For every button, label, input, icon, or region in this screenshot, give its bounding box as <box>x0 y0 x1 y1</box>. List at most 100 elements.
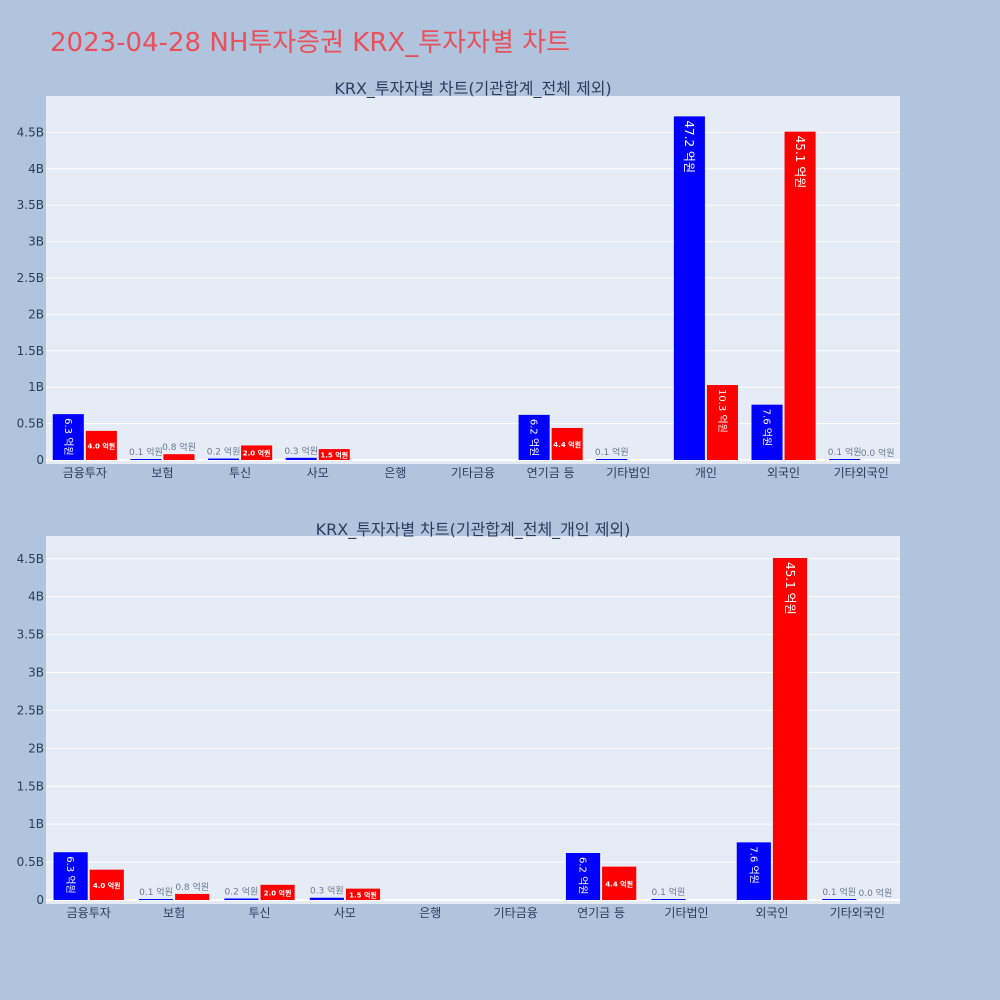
data-label: 0.8 억원 <box>175 881 209 893</box>
data-label: 6.3 억원 <box>62 418 74 455</box>
bar <box>345 888 381 900</box>
x-tick-label: 기타금융 <box>494 906 538 920</box>
page-title: 2023-04-28 NH투자증권 KRX_투자자별 차트 <box>50 28 571 58</box>
x-tick-label: 기타금융 <box>451 466 495 480</box>
x-tick-label: 기타법인 <box>606 466 650 480</box>
bar <box>241 445 273 460</box>
data-label: 47.2 억원 <box>682 120 696 173</box>
bar <box>784 131 816 460</box>
y-tick-label: 4B <box>28 590 44 604</box>
data-label: 0.1 억원 <box>652 886 686 898</box>
data-label: 0.3 억원 <box>310 885 344 897</box>
bar <box>706 385 738 460</box>
data-label: 45.1 억원 <box>783 562 797 615</box>
data-label: 2.0 억원 <box>264 888 292 897</box>
x-tick-label: 투신 <box>248 906 270 920</box>
bar <box>224 898 259 900</box>
y-tick-label: 4.5B <box>17 552 44 566</box>
x-tick-label: 외국인 <box>755 906 788 920</box>
x-tick-label: 은행 <box>419 905 441 920</box>
y-tick-label: 3B <box>28 666 44 680</box>
data-label: 0.8 억원 <box>162 441 196 453</box>
bar <box>596 459 628 460</box>
bar <box>772 557 808 900</box>
data-label: 1.5 억원 <box>320 451 348 460</box>
bar <box>565 852 601 900</box>
bar <box>89 869 124 900</box>
data-label: 0.1 억원 <box>822 886 856 898</box>
data-label: 0.2 억원 <box>207 446 241 458</box>
x-tick-label: 사모 <box>334 906 356 920</box>
data-label: 2.0 억원 <box>243 449 271 458</box>
x-tick-label: 외국인 <box>767 466 800 480</box>
y-tick-label: 2.5B <box>17 271 44 285</box>
y-tick-label: 3.5B <box>17 628 44 642</box>
x-tick-label: 기타법인 <box>664 906 708 920</box>
x-tick-label: 기타외국인 <box>830 906 885 920</box>
x-tick-label: 은행 <box>384 465 406 480</box>
plot-area <box>46 536 900 904</box>
bar <box>53 852 88 900</box>
data-label: 4.0 억원 <box>87 441 115 450</box>
data-label: 10.3 억원 <box>716 389 728 433</box>
y-tick-label: 0 <box>36 453 44 467</box>
y-tick-label: 2B <box>28 307 44 321</box>
x-tick-label: 보험 <box>163 906 185 920</box>
bar <box>309 897 344 900</box>
data-label: 45.1 억원 <box>793 136 807 189</box>
y-tick-label: 2B <box>28 741 44 755</box>
data-label: 6.3 억원 <box>64 856 76 893</box>
chart-top: KRX_투자자별 차트(기관합계_전체 제외) 0 0.5B 1B 1.5B 2B 2.5B… <box>17 79 900 480</box>
bar <box>518 414 550 460</box>
y-tick-label: 0.5B <box>17 855 44 869</box>
bar <box>130 459 162 460</box>
y-tick-label: 1.5B <box>17 779 44 793</box>
y-tick-label: 1.5B <box>17 344 44 358</box>
y-tick-label: 4.5B <box>17 125 44 139</box>
x-tick-label: 사모 <box>307 466 329 480</box>
bar <box>175 893 210 900</box>
data-label: 6.2 억원 <box>528 419 540 456</box>
y-tick-label: 3B <box>28 235 44 249</box>
data-label: 1.5 억원 <box>349 890 377 899</box>
x-tick-label: 기타외국인 <box>834 466 889 480</box>
data-label: 0.0 억원 <box>861 447 895 459</box>
data-label: 4.0 억원 <box>93 881 121 890</box>
y-tick-label: 0.5B <box>17 417 44 431</box>
bar <box>551 427 583 460</box>
y-tick-label: 1B <box>28 817 44 831</box>
data-label: 0.2 억원 <box>225 885 259 897</box>
x-tick-label: 연기금 등 <box>577 906 625 920</box>
data-label: 7.6 억원 <box>747 846 759 883</box>
data-label: 4.4 억원 <box>553 440 581 449</box>
data-label: 0.0 억원 <box>859 887 893 899</box>
bar <box>163 454 195 460</box>
data-label: 0.1 억원 <box>139 886 173 898</box>
x-tick-label: 투신 <box>229 466 251 480</box>
data-label: 0.1 억원 <box>595 446 629 458</box>
data-label: 7.6 억원 <box>761 409 773 446</box>
x-tick-label: 개인 <box>695 466 717 480</box>
bar <box>260 884 295 900</box>
data-label: 0.1 억원 <box>129 446 163 458</box>
x-tick-label: 연기금 등 <box>527 466 575 480</box>
x-tick-label: 금융투자 <box>67 906 111 920</box>
bar <box>736 842 771 900</box>
bar <box>208 458 240 460</box>
bar <box>751 404 783 460</box>
plot-area <box>46 96 900 464</box>
data-label: 0.3 억원 <box>284 445 318 457</box>
y-tick-label: 4B <box>28 162 44 176</box>
data-label: 0.1 억원 <box>828 446 862 458</box>
bar <box>602 866 637 900</box>
chart-title: KRX_투자자별 차트(기관합계_전체_개인 제외) <box>316 520 631 540</box>
x-tick-label: 보험 <box>151 466 173 480</box>
y-tick-label: 1B <box>28 380 44 394</box>
bar <box>85 430 117 460</box>
y-tick-label: 0 <box>36 893 44 907</box>
data-label: 4.4 억원 <box>605 879 633 888</box>
data-label: 6.2 억원 <box>577 857 589 894</box>
bar <box>651 899 686 900</box>
y-tick-label: 2.5B <box>17 703 44 717</box>
